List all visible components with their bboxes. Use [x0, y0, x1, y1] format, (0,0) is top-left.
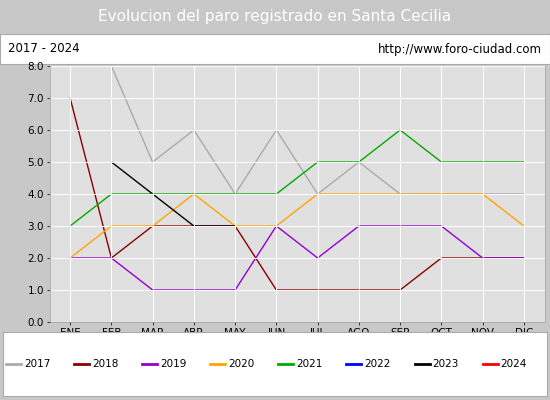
- Text: 2023: 2023: [432, 359, 459, 369]
- Text: 2024: 2024: [500, 359, 527, 369]
- Text: 2020: 2020: [228, 359, 254, 369]
- Text: 2019: 2019: [160, 359, 186, 369]
- Text: 2022: 2022: [364, 359, 390, 369]
- Text: 2018: 2018: [92, 359, 118, 369]
- Text: 2017: 2017: [24, 359, 50, 369]
- Text: 2017 - 2024: 2017 - 2024: [8, 42, 80, 56]
- Text: Evolucion del paro registrado en Santa Cecilia: Evolucion del paro registrado en Santa C…: [98, 10, 452, 24]
- Text: http://www.foro-ciudad.com: http://www.foro-ciudad.com: [378, 42, 542, 56]
- Text: 2021: 2021: [296, 359, 322, 369]
